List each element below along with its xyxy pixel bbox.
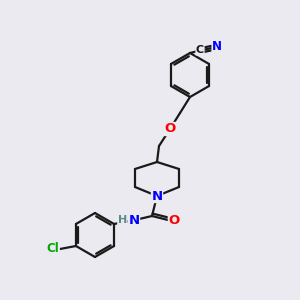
- Text: Cl: Cl: [46, 242, 59, 256]
- Text: N: N: [152, 190, 163, 202]
- Text: N: N: [212, 40, 222, 53]
- Text: O: O: [164, 122, 175, 136]
- Text: O: O: [168, 214, 180, 226]
- Text: N: N: [128, 214, 140, 226]
- Text: H: H: [118, 215, 127, 225]
- Text: C: C: [196, 45, 204, 55]
